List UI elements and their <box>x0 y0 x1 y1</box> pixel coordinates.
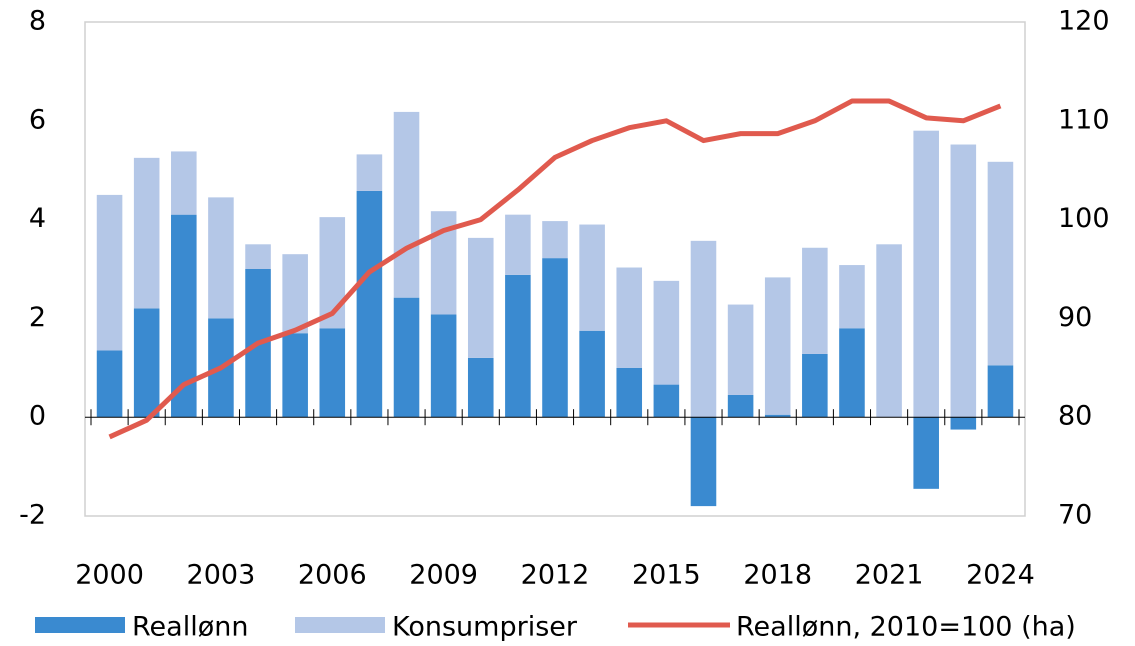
y-tick-label: 0 <box>29 401 46 432</box>
line <box>108 98 1002 440</box>
y2-tick-label: 90 <box>1058 302 1092 333</box>
x-tick-label: 2000 <box>75 560 144 591</box>
bar <box>616 267 643 368</box>
bar <box>987 365 1014 418</box>
bar <box>950 144 977 418</box>
legend-label: Konsumpriser <box>392 612 578 643</box>
x-tick-label: 2009 <box>409 560 478 591</box>
bar <box>876 244 902 418</box>
bar <box>839 328 865 418</box>
x-tick-label: 2018 <box>743 560 812 591</box>
bar <box>282 333 308 418</box>
bar <box>393 297 420 418</box>
bar <box>690 417 717 507</box>
legend-label: Reallønn <box>132 612 248 643</box>
bar <box>802 353 828 418</box>
bar <box>467 237 494 358</box>
bar <box>764 414 791 418</box>
bar <box>171 151 197 215</box>
x-tick-label: 2006 <box>298 560 367 591</box>
bar <box>616 367 643 418</box>
y-tick-label: 4 <box>29 203 46 234</box>
bar <box>133 157 160 309</box>
bar <box>690 240 717 418</box>
bar <box>356 190 383 418</box>
x-tick-label: 2024 <box>966 560 1035 591</box>
bar <box>764 277 791 415</box>
x-tick-label: 2003 <box>187 560 256 591</box>
x-tick-label: 2021 <box>855 560 924 591</box>
legend-swatch <box>295 617 385 633</box>
bar <box>727 304 754 395</box>
bar <box>430 314 457 418</box>
bar <box>282 254 308 334</box>
y2-tick-label: 70 <box>1058 500 1092 531</box>
bar <box>505 274 531 418</box>
bar <box>913 417 939 489</box>
bar <box>245 244 271 269</box>
y2-tick-label: 80 <box>1058 401 1092 432</box>
bar <box>393 111 420 298</box>
bar <box>133 308 160 418</box>
bar <box>542 221 568 259</box>
bar <box>356 154 383 191</box>
bar <box>802 247 828 354</box>
bar <box>727 394 754 418</box>
y2-tick-label: 120 <box>1058 6 1110 37</box>
bar <box>913 130 939 418</box>
bar <box>319 328 346 418</box>
plot-area <box>84 21 1026 517</box>
legend-swatch <box>35 617 125 633</box>
x-tick-label: 2015 <box>632 560 701 591</box>
bar <box>653 280 680 385</box>
y-tick-label: 8 <box>29 6 46 37</box>
bar <box>542 258 568 418</box>
bar <box>987 161 1014 366</box>
bar <box>653 384 680 418</box>
bar <box>839 265 865 329</box>
bar <box>579 330 605 418</box>
bar <box>950 417 977 430</box>
legend-label: Reallønn, 2010=100 (ha) <box>736 612 1076 643</box>
x-tick-label: 2012 <box>521 560 590 591</box>
bar <box>505 214 531 275</box>
bar <box>96 194 123 351</box>
y2-tick-label: 110 <box>1058 104 1110 135</box>
y-tick-label: 6 <box>29 104 46 135</box>
bar <box>96 350 123 418</box>
bar <box>467 357 494 418</box>
y-tick-label: -2 <box>19 500 46 531</box>
y2-tick-label: 100 <box>1058 203 1110 234</box>
y-tick-label: 2 <box>29 302 46 333</box>
bar <box>579 224 605 331</box>
bar <box>208 197 234 319</box>
